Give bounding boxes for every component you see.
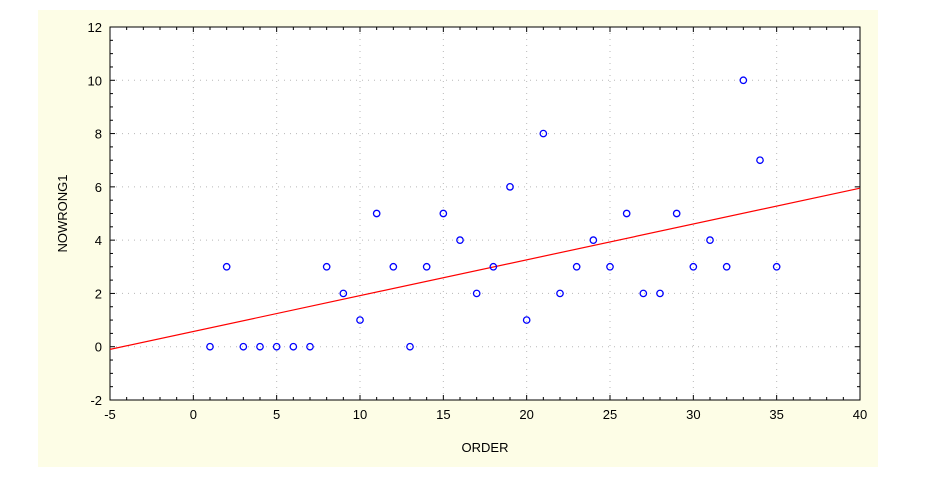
- y-tick-label: 6: [95, 180, 102, 195]
- data-point: [472, 289, 481, 298]
- x-tick-label: 10: [353, 407, 367, 422]
- y-tick-labels: -2 0 2 4 6 8 10 12: [88, 20, 102, 408]
- data-point: [722, 262, 731, 271]
- x-tick-label: 35: [769, 407, 783, 422]
- data-point: [606, 262, 614, 271]
- data-point: [206, 342, 214, 351]
- data-point: [656, 289, 664, 298]
- data-point: [422, 262, 431, 271]
- data-point: [289, 342, 298, 351]
- grid-lines-front: [110, 27, 860, 400]
- y-axis-title: NOWRONG1: [55, 175, 70, 253]
- x-axis-title: ORDER: [462, 440, 509, 455]
- data-point: [489, 262, 498, 271]
- data-point: [456, 236, 464, 244]
- data-point: [639, 289, 648, 298]
- fit-line-group: [109, 187, 861, 350]
- x-tick-label: 40: [853, 407, 867, 422]
- data-point: [439, 209, 448, 218]
- data-point: [339, 289, 348, 298]
- data-point: [689, 262, 698, 271]
- data-point: [272, 342, 281, 351]
- data-point: [622, 209, 631, 218]
- data-point: [222, 262, 231, 271]
- data-point: [506, 183, 514, 191]
- y-tick-label: 0: [95, 340, 102, 355]
- data-point: [256, 342, 264, 351]
- y-tick-label: 8: [95, 127, 102, 142]
- data-point: [739, 76, 748, 85]
- data-point: [322, 262, 331, 271]
- data-point: [406, 342, 414, 351]
- x-tick-label: -5: [104, 407, 116, 422]
- data-point: [239, 342, 248, 351]
- y-tick-label: 4: [95, 233, 102, 248]
- data-point: [522, 316, 531, 324]
- data-point: [389, 262, 398, 271]
- y-tick-label: 10: [88, 73, 102, 88]
- x-tick-label: 0: [190, 407, 197, 422]
- data-point: [706, 236, 714, 244]
- x-tick-label: 15: [436, 407, 450, 422]
- data-point: [556, 289, 564, 298]
- data-point: [772, 262, 781, 271]
- data-point: [572, 262, 581, 271]
- data-point: [539, 129, 548, 138]
- x-tick-labels: -5 0 5 10 15 20 25 30 35 40: [104, 407, 867, 422]
- x-tick-label: 20: [519, 407, 533, 422]
- x-tick-label: 25: [603, 407, 617, 422]
- data-point: [672, 209, 681, 218]
- data-point: [589, 236, 598, 244]
- y-tick-label: -2: [90, 393, 102, 408]
- y-tick-label: 12: [88, 20, 102, 35]
- data-points: [206, 76, 781, 351]
- plot-area: [109, 26, 861, 401]
- data-point: [756, 156, 764, 165]
- x-tick-label: 5: [273, 407, 280, 422]
- data-point: [372, 209, 381, 218]
- regression-line: [109, 187, 861, 350]
- tick-marks: [109, 26, 861, 401]
- data-point: [356, 316, 364, 324]
- x-tick-label: 30: [686, 407, 700, 422]
- y-tick-label: 2: [95, 286, 102, 301]
- data-point: [306, 342, 314, 351]
